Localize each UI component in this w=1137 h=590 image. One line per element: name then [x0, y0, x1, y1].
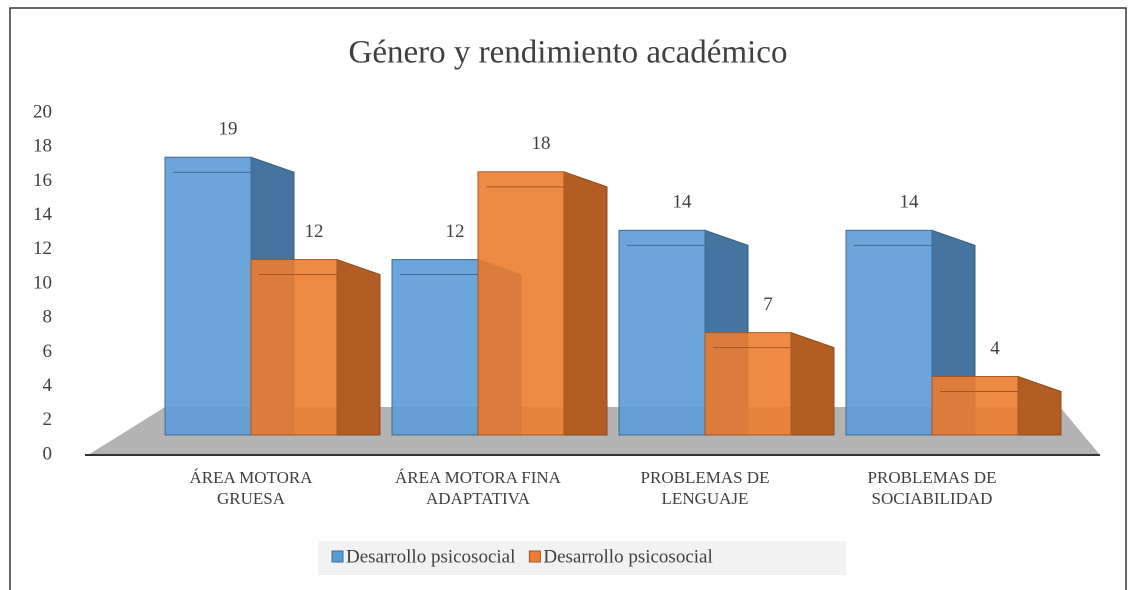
y-tick-label: 20 — [33, 101, 52, 122]
bar-side — [336, 258, 381, 436]
y-tick-label: 8 — [43, 307, 53, 328]
bar-front — [845, 229, 933, 436]
bar-front — [250, 259, 338, 436]
value-label: 7 — [763, 294, 773, 315]
bar-front — [931, 376, 1019, 436]
bar-front — [704, 332, 792, 436]
bar — [704, 331, 835, 436]
x-tick-label: PROBLEMAS DE LENGUAJE — [640, 468, 770, 508]
bar-front — [618, 229, 706, 436]
x-tick-label: ÁREA MOTORA GRUESA — [189, 468, 313, 508]
y-tick-label: 16 — [33, 170, 52, 191]
value-label: 18 — [532, 133, 551, 154]
legend-box — [318, 541, 846, 575]
legend-label: Desarrollo psicosocial — [543, 546, 712, 567]
value-label: 14 — [673, 192, 693, 213]
bar-side — [790, 331, 835, 436]
chart-frame — [9, 7, 1127, 590]
legend-label: Desarrollo psicosocial — [346, 546, 515, 567]
bar-front — [164, 156, 252, 436]
value-label: 12 — [305, 221, 324, 242]
y-tick-label: 18 — [33, 136, 52, 157]
bar-front — [477, 171, 565, 436]
bar — [250, 258, 381, 436]
value-label: 19 — [219, 119, 238, 140]
y-tick-label: 14 — [33, 204, 53, 225]
bar-front — [391, 259, 479, 436]
y-tick-label: 4 — [43, 375, 53, 396]
bar — [477, 171, 608, 436]
x-tick-label: ÁREA MOTORA FINA ADAPTATIVA — [395, 468, 561, 508]
bar-side — [563, 171, 608, 436]
y-tick-label: 6 — [43, 341, 53, 362]
y-tick-label: 0 — [43, 443, 53, 464]
y-tick-label: 2 — [43, 409, 53, 430]
value-label: 12 — [446, 221, 465, 242]
chart-title: Género y rendimiento académico — [349, 35, 788, 71]
value-label: 4 — [990, 338, 1000, 359]
x-tick-label: PROBLEMAS DE SOCIABILIDAD — [867, 468, 997, 508]
legend-swatch — [528, 550, 541, 563]
bar-side — [1017, 375, 1062, 436]
bar — [931, 375, 1062, 436]
y-tick-label: 10 — [33, 272, 52, 293]
value-label: 14 — [900, 192, 920, 213]
y-tick-label: 12 — [33, 238, 52, 259]
legend-swatch — [331, 550, 344, 563]
